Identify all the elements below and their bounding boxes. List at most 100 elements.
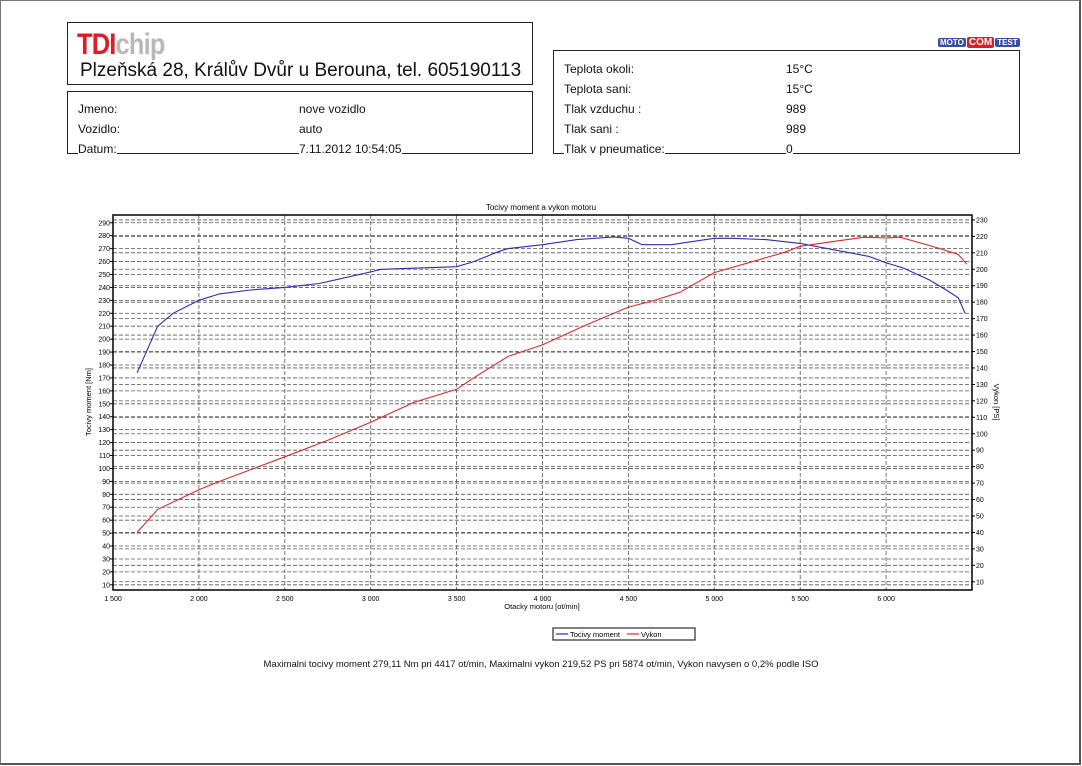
y-tick-label-right: 130 <box>976 382 988 389</box>
y-tick-label-right: 110 <box>976 415 987 422</box>
y-tick-label-right: 30 <box>976 546 984 553</box>
y-tick-label-right: 50 <box>976 513 984 520</box>
y-tick-label-left: 170 <box>98 375 110 382</box>
summary-text: Maximalni tocivy moment 279,11 Nm pri 44… <box>263 659 819 670</box>
label-vozidlo: Vozidlo: <box>78 122 121 136</box>
y-tick-label-left: 210 <box>98 324 110 331</box>
tdichip-logo: TDIchip <box>77 28 165 62</box>
y-tick-label-left: 80 <box>102 492 110 499</box>
legend-label-torque: Tocivy moment <box>570 630 621 639</box>
y-tick-label-left: 150 <box>98 401 110 408</box>
y-tick-label-left: 50 <box>102 531 110 538</box>
y-tick-label-right: 160 <box>976 333 988 340</box>
label-teplota-sani: Teplota sani: <box>564 82 632 96</box>
y-tick-label-left: 290 <box>98 220 110 227</box>
y-axis-label-right: Vykon [PS] <box>992 384 1001 421</box>
x-tick-label: 3 000 <box>362 596 380 603</box>
y-tick-label-left: 240 <box>98 285 110 292</box>
y-tick-label-left: 110 <box>99 453 110 460</box>
x-tick-label: 4 000 <box>534 596 552 603</box>
y-tick-label-right: 90 <box>976 448 984 455</box>
y-tick-label-left: 260 <box>98 259 110 266</box>
value-tlak-pneumatice: 0 <box>786 142 793 156</box>
value-datum: 7.11.2012 10:54:05 <box>299 142 402 156</box>
x-tick-label: 2 500 <box>276 596 294 603</box>
y-tick-label-right: 140 <box>976 365 988 372</box>
y-tick-label-right: 180 <box>976 300 988 307</box>
torque-line <box>136 236 966 374</box>
badge-com: COM <box>966 37 995 48</box>
y-tick-label-left: 40 <box>102 544 110 551</box>
value-teplota-sani: 15°C <box>786 82 813 96</box>
y-tick-label-left: 230 <box>98 298 110 305</box>
label-teplota-okoli: Teplota okoli: <box>564 62 635 76</box>
value-teplota-okoli: 15°C <box>786 62 813 76</box>
y-tick-label-left: 220 <box>98 311 110 318</box>
label-tlak-sani: Tlak sani : <box>564 122 619 136</box>
company-address: Plzeňská 28, Králův Dvůr u Berouna, tel.… <box>80 60 522 81</box>
x-axis-label: Otacky motoru [ot/min] <box>504 602 579 611</box>
y-tick-label-right: 190 <box>976 283 988 290</box>
motocomtest-logo: MOTO COM TEST <box>938 37 1020 48</box>
y-tick-label-right: 170 <box>976 316 988 323</box>
y-tick-label-right: 80 <box>976 464 984 471</box>
logo-red-text: TDI <box>77 28 116 61</box>
x-tick-label: 5 000 <box>706 596 724 603</box>
badge-test: TEST <box>995 38 1020 47</box>
y-tick-label-left: 250 <box>98 272 110 279</box>
y-tick-label-left: 120 <box>98 440 110 447</box>
y-tick-label-left: 90 <box>102 479 110 486</box>
y-tick-label-left: 100 <box>98 466 110 473</box>
y-tick-label-right: 210 <box>976 250 988 257</box>
y-tick-label-right: 60 <box>976 497 984 504</box>
logo-grey-text: chip <box>115 28 166 61</box>
label-jmeno: Jmeno: <box>78 102 118 116</box>
y-tick-label-left: 130 <box>98 427 110 434</box>
legend-label-power: Vykon <box>641 630 662 639</box>
power-line <box>136 236 968 533</box>
y-axis-label-left: Tocivy moment [Nm] <box>84 368 93 436</box>
y-tick-label-right: 200 <box>976 267 988 274</box>
y-tick-label-left: 190 <box>98 350 110 357</box>
x-tick-label: 2 000 <box>190 596 208 603</box>
y-tick-label-left: 30 <box>102 556 110 563</box>
x-tick-label: 6 000 <box>877 596 895 603</box>
y-tick-label-right: 40 <box>976 530 984 537</box>
value-tlak-sani: 989 <box>786 122 807 136</box>
y-tick-label-left: 20 <box>102 569 110 576</box>
y-tick-label-right: 230 <box>976 217 988 224</box>
y-tick-label-right: 20 <box>976 563 984 570</box>
y-tick-label-left: 200 <box>98 337 110 344</box>
x-tick-label: 1 500 <box>104 596 122 603</box>
badge-moto: MOTO <box>938 38 966 47</box>
y-tick-label-right: 100 <box>976 431 988 438</box>
y-tick-label-left: 60 <box>102 518 110 525</box>
dyno-chart: Tocivy moment a vykon motoru 10 20 30 40 50 6… <box>84 203 1001 641</box>
legend: Tocivy moment Vykon <box>552 627 696 641</box>
y-tick-label-left: 10 <box>102 582 110 589</box>
y-tick-label-right: 120 <box>976 398 988 405</box>
y-tick-label-right: 150 <box>976 349 988 356</box>
y-tick-label-right: 70 <box>976 481 984 488</box>
x-tick-label: 3 500 <box>448 596 466 603</box>
label-tlak-vzduchu: Tlak vzduchu : <box>564 102 642 116</box>
y-tick-label-left: 140 <box>98 414 110 421</box>
y-tick-label-left: 160 <box>98 388 110 395</box>
label-datum: Datum: <box>78 142 117 156</box>
y-tick-label-left: 280 <box>98 233 110 240</box>
x-tick-label: 5 500 <box>791 596 809 603</box>
y-tick-label-left: 180 <box>98 363 110 370</box>
value-jmeno: nove vozidlo <box>299 102 366 116</box>
company-header-box <box>67 22 533 85</box>
x-tick-label: 4 500 <box>620 596 638 603</box>
plot-frame <box>112 214 973 591</box>
value-vozidlo: auto <box>299 122 323 136</box>
y-tick-label-left: 70 <box>102 505 110 512</box>
y-tick-label-right: 220 <box>976 234 988 241</box>
y-tick-label-right: 10 <box>976 579 984 586</box>
value-tlak-vzduchu: 989 <box>786 102 807 116</box>
chart-title: Tocivy moment a vykon motoru <box>486 203 596 212</box>
label-tlak-pneumatice: Tlak v pneumatice: <box>564 142 665 156</box>
y-tick-label-left: 270 <box>98 246 110 253</box>
